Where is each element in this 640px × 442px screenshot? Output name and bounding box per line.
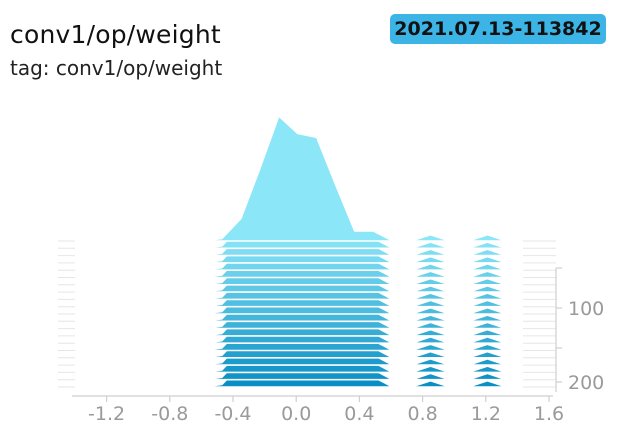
x-tick-label: -0.4 <box>214 403 251 425</box>
chart-title: conv1/op/weight <box>10 20 221 49</box>
x-tick-label: 1.2 <box>471 403 501 425</box>
axis-layer: -1.2 -0.8 -0.4 0.0 0.4 0.8 1.2 1.6 100 200 <box>58 240 604 425</box>
step-tick-label: 100 <box>568 298 604 320</box>
x-tick-label: -1.2 <box>88 403 125 425</box>
series-layer <box>88 115 527 388</box>
x-tick-label: 0.0 <box>281 403 311 425</box>
x-tick-label: 0.4 <box>344 403 374 425</box>
x-tick-label: -0.8 <box>151 403 188 425</box>
x-tick-label: 1.6 <box>534 403 564 425</box>
step-tick-label: 200 <box>568 372 604 394</box>
chart-tag-line: tag: conv1/op/weight <box>10 56 223 80</box>
run-badge[interactable]: 2021.07.13-113842 <box>390 14 606 44</box>
histogram-series-step-0 <box>88 115 527 242</box>
x-tick-label: 0.8 <box>407 403 437 425</box>
